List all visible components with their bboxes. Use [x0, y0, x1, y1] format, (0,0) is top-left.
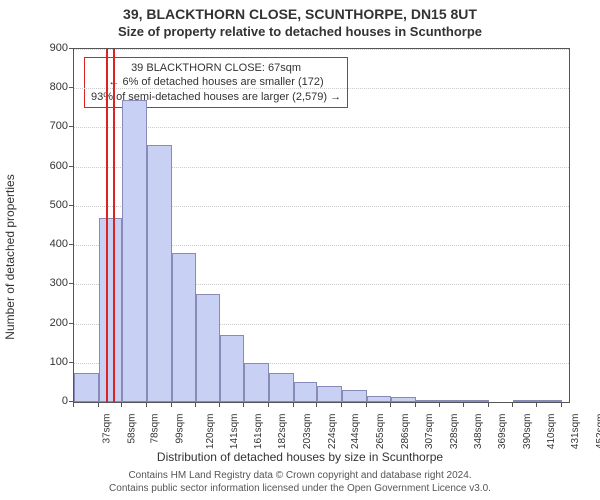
x-tick-mark [488, 403, 489, 407]
histogram-bar [537, 400, 562, 402]
y-tick-mark [69, 362, 73, 363]
x-tick-label: 390sqm [522, 414, 533, 450]
x-tick-mark [171, 403, 172, 407]
x-tick-label: 244sqm [350, 414, 361, 450]
gridline [74, 88, 569, 89]
histogram-bar [391, 397, 416, 402]
gridline [74, 49, 569, 50]
histogram-bar [196, 294, 220, 402]
x-axis-label: Distribution of detached houses by size … [0, 450, 600, 464]
x-tick-mark [366, 403, 367, 407]
y-tick-label: 600 [28, 160, 68, 172]
title-line-1: 39, BLACKTHORN CLOSE, SCUNTHORPE, DN15 8… [0, 6, 600, 22]
figure-container: 39, BLACKTHORN CLOSE, SCUNTHORPE, DN15 8… [0, 0, 600, 500]
x-tick-mark [219, 403, 220, 407]
y-tick-label: 400 [28, 238, 68, 250]
y-tick-label: 900 [28, 42, 68, 54]
y-tick-label: 500 [28, 199, 68, 211]
histogram-bar [220, 335, 245, 402]
x-tick-label: 182sqm [278, 414, 289, 450]
x-tick-mark [98, 403, 99, 407]
x-tick-label: 120sqm [205, 414, 216, 450]
histogram-bar [440, 400, 465, 402]
histogram-bar [464, 400, 489, 402]
y-tick-mark [69, 401, 73, 402]
chart-plot-area: 39 BLACKTHORN CLOSE: 67sqm ← 6% of detac… [73, 48, 570, 403]
x-tick-mark [561, 403, 562, 407]
x-tick-label: 141sqm [229, 414, 240, 450]
x-tick-label: 37sqm [102, 414, 113, 444]
y-tick-label: 700 [28, 120, 68, 132]
x-tick-label: 328sqm [449, 414, 460, 450]
x-tick-mark [316, 403, 317, 407]
x-tick-label: 307sqm [425, 414, 436, 450]
x-tick-label: 99sqm [174, 414, 185, 444]
histogram-bar [367, 396, 392, 402]
y-tick-mark [69, 283, 73, 284]
histogram-bar [513, 400, 538, 402]
x-tick-label: 161sqm [253, 414, 264, 450]
x-tick-mark [293, 403, 294, 407]
histogram-bar [342, 390, 367, 402]
histogram-bar [74, 373, 99, 402]
x-tick-label: 431sqm [570, 414, 581, 450]
x-tick-label: 348sqm [473, 414, 484, 450]
y-tick-mark [69, 166, 73, 167]
footer-line-1: Contains HM Land Registry data © Crown c… [0, 470, 600, 481]
x-tick-label: 410sqm [546, 414, 557, 450]
y-tick-label: 300 [28, 277, 68, 289]
marker-line [113, 49, 115, 402]
x-tick-mark [243, 403, 244, 407]
x-tick-mark [268, 403, 269, 407]
histogram-bar [244, 363, 269, 402]
x-tick-mark [512, 403, 513, 407]
x-tick-mark [536, 403, 537, 407]
y-tick-mark [69, 244, 73, 245]
gridline [74, 127, 569, 128]
y-axis-label: Number of detached properties [3, 92, 17, 257]
x-tick-mark [195, 403, 196, 407]
x-tick-mark [439, 403, 440, 407]
x-tick-mark [415, 403, 416, 407]
y-tick-mark [69, 48, 73, 49]
y-tick-mark [69, 205, 73, 206]
histogram-bar [99, 218, 123, 402]
x-tick-label: 265sqm [375, 414, 386, 450]
x-tick-label: 286sqm [400, 414, 411, 450]
histogram-bar [416, 400, 440, 402]
x-tick-label: 452sqm [595, 414, 600, 450]
x-tick-mark [146, 403, 147, 407]
y-tick-mark [69, 323, 73, 324]
x-tick-label: 58sqm [126, 414, 137, 444]
title-line-2: Size of property relative to detached ho… [0, 24, 600, 39]
x-tick-mark [341, 403, 342, 407]
x-tick-mark [121, 403, 122, 407]
y-tick-mark [69, 126, 73, 127]
histogram-bar [269, 373, 294, 402]
x-tick-mark [390, 403, 391, 407]
footer-line-2: Contains public sector information licen… [0, 483, 600, 494]
x-tick-label: 224sqm [327, 414, 338, 450]
histogram-bar [122, 100, 147, 402]
x-tick-mark [463, 403, 464, 407]
annotation-line-1: 39 BLACKTHORN CLOSE: 67sqm [91, 61, 341, 75]
y-tick-label: 800 [28, 81, 68, 93]
histogram-bar [172, 253, 197, 402]
x-tick-label: 369sqm [497, 414, 508, 450]
histogram-bar [317, 386, 342, 402]
histogram-bar [294, 382, 318, 402]
x-tick-mark [73, 403, 74, 407]
y-tick-label: 100 [28, 356, 68, 368]
y-tick-label: 0 [28, 395, 68, 407]
x-tick-label: 78sqm [150, 414, 161, 444]
marker-line [106, 49, 108, 402]
y-tick-label: 200 [28, 317, 68, 329]
histogram-bar [147, 145, 172, 402]
y-tick-mark [69, 87, 73, 88]
x-tick-label: 203sqm [302, 414, 313, 450]
